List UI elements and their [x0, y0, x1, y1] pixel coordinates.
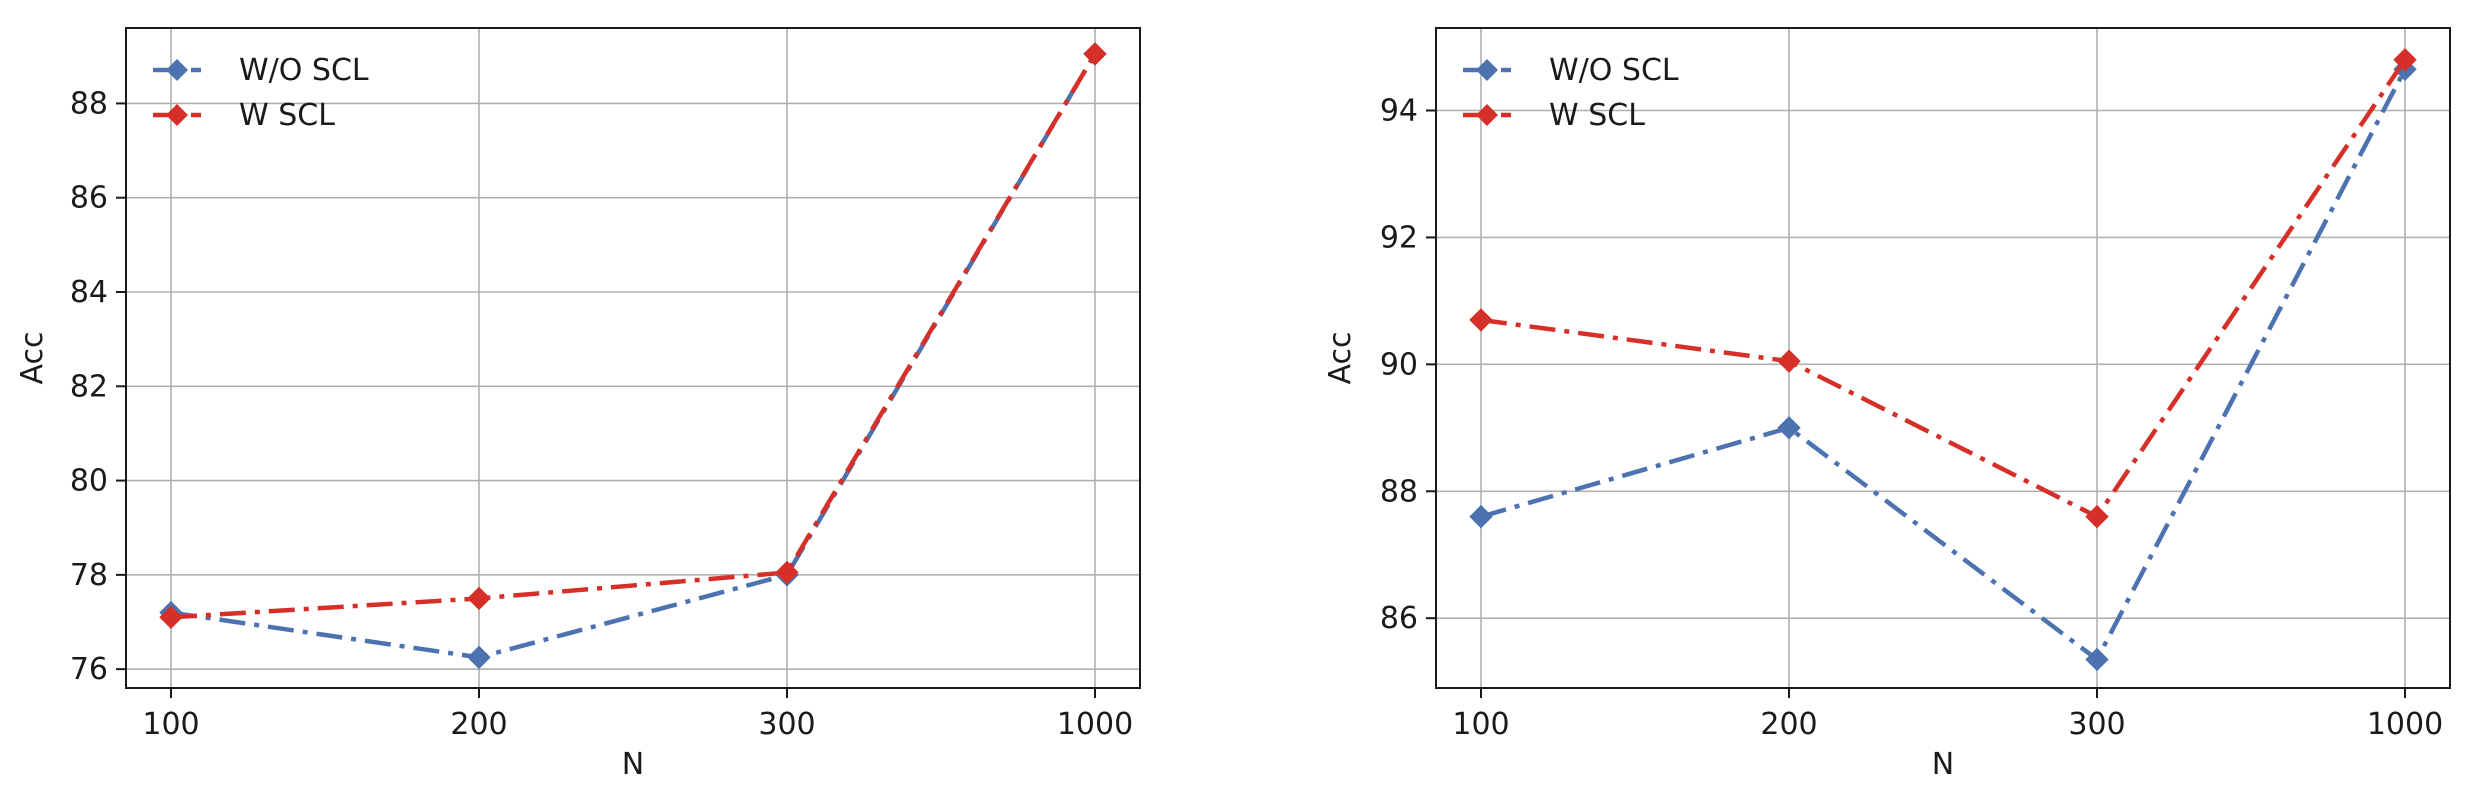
- y-tick-label: 84: [70, 275, 108, 310]
- x-tick-label: 1000: [1057, 707, 1133, 742]
- legend: W/O SCL W SCL: [1463, 53, 1679, 133]
- data-point: [775, 560, 799, 585]
- plot-frame: [125, 27, 1141, 689]
- series-line: [170, 52, 1097, 660]
- data-point: [2085, 504, 2109, 529]
- y-tick-label: 76: [70, 652, 108, 687]
- legend-marker: [1476, 104, 1498, 126]
- x-tick-label: 100: [1452, 707, 1509, 742]
- legend: W/O SCL W SCL: [153, 53, 369, 133]
- y-tick-label: 92: [1380, 220, 1418, 255]
- y-tick-label: 88: [70, 86, 108, 121]
- data-point: [1777, 416, 1801, 440]
- y-tick-label: 82: [70, 369, 108, 404]
- plot-frame: [1435, 27, 2451, 689]
- data-point: [1469, 308, 1493, 332]
- x-tick-label: 100: [142, 707, 199, 742]
- series-line: [170, 52, 1097, 620]
- y-axis-label: Acc: [15, 332, 50, 385]
- x-tick-label: 200: [1760, 707, 1817, 742]
- legend-marker: [166, 59, 188, 81]
- y-tick-label: 86: [70, 181, 108, 216]
- series-with-scl: [1469, 48, 2417, 529]
- x-tick-label: 1000: [2367, 707, 2443, 742]
- y-axis-label: Acc: [1323, 332, 1358, 385]
- grid: [1436, 28, 2450, 688]
- x-axis-label: N: [622, 747, 644, 782]
- legend-label: W/O SCL: [239, 53, 369, 88]
- series-line: [1480, 58, 2407, 519]
- data-point: [467, 586, 491, 611]
- y-tick-label: 94: [1380, 94, 1418, 129]
- legend-label: W SCL: [1549, 98, 1645, 133]
- x-tick-label: 300: [758, 707, 815, 742]
- legend-label: W/O SCL: [1549, 53, 1679, 88]
- chart-left: 100 200 300 1000 76 78 80 82 84 86 88 N Acc W/O SCL W …: [15, 27, 1141, 782]
- x-tick-label: 300: [2068, 707, 2125, 742]
- legend-marker: [1476, 59, 1498, 81]
- legend-label: W SCL: [239, 98, 335, 133]
- y-tick-label: 90: [1380, 347, 1418, 382]
- grid: [126, 28, 1140, 688]
- y-tick-label: 80: [70, 464, 108, 499]
- x-tick-label: 200: [450, 707, 507, 742]
- data-point: [2085, 647, 2109, 672]
- data-point: [159, 605, 183, 629]
- x-axis-label: N: [1932, 747, 1954, 782]
- series-line: [1480, 68, 2407, 662]
- y-tick-label: 78: [70, 558, 108, 593]
- y-tick-label: 86: [1380, 601, 1418, 636]
- data-point: [1469, 504, 1493, 529]
- data-point: [2393, 48, 2417, 72]
- y-tick-label: 88: [1380, 474, 1418, 509]
- series-with-scl: [159, 42, 1107, 629]
- data-point: [467, 645, 491, 670]
- chart-right: 100 200 300 1000 86 88 90 92 94 N Acc W/O SCL W SCL: [1323, 27, 2451, 782]
- data-point: [1083, 42, 1107, 66]
- data-point: [1777, 349, 1801, 373]
- legend-marker: [166, 104, 188, 126]
